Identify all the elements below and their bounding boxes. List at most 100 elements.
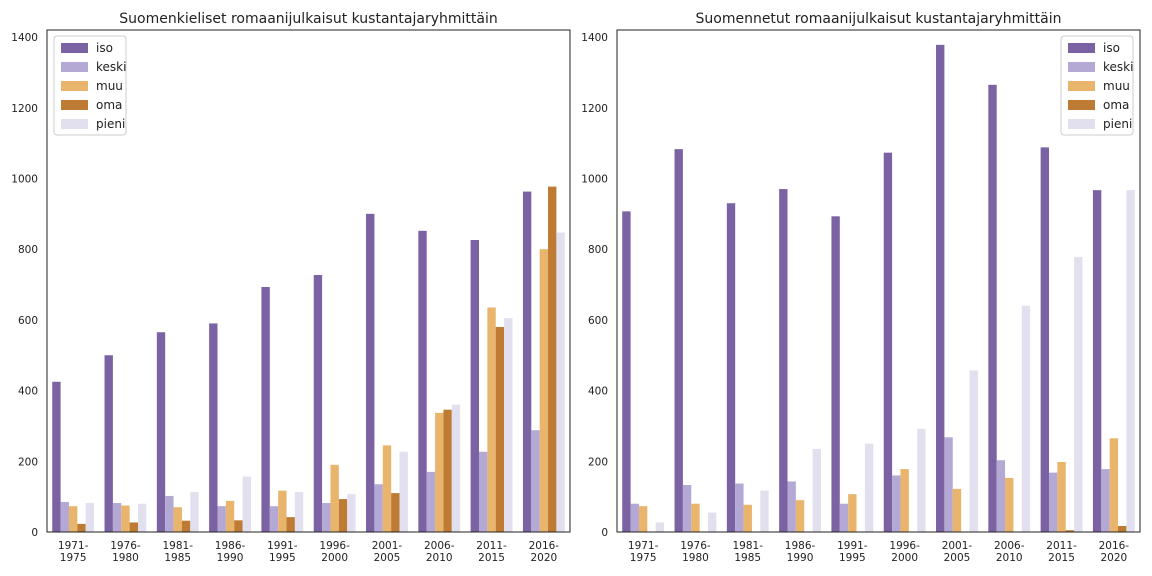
legend-swatch-oma xyxy=(61,100,88,110)
bar-iso xyxy=(156,332,166,532)
bar-pieni xyxy=(1074,256,1083,532)
legend-swatch-muu xyxy=(61,81,88,91)
plot-frame xyxy=(46,29,571,533)
bar-iso xyxy=(622,211,631,533)
bar-iso xyxy=(726,203,736,533)
bar-iso xyxy=(366,213,375,532)
bar-oma xyxy=(234,520,243,532)
bar-iso xyxy=(209,323,218,532)
bar-oma xyxy=(129,522,138,532)
bar-iso xyxy=(470,239,479,533)
legend-label-iso: iso xyxy=(96,41,113,55)
x-tick-label: 2016-2020 xyxy=(1099,540,1130,564)
bar-iso xyxy=(52,381,61,532)
bar-muu xyxy=(1057,462,1066,532)
bar-pieni xyxy=(242,476,251,532)
x-tick-label: 1971-1975 xyxy=(628,540,659,564)
y-tick-label: 0 xyxy=(31,527,38,539)
bar-muu xyxy=(225,500,235,532)
bar-oma xyxy=(1118,525,1127,532)
bar-pieni xyxy=(347,494,356,532)
bar-oma xyxy=(286,517,295,532)
legend-box xyxy=(1060,35,1134,136)
x-tick-label: 2006-2010 xyxy=(994,540,1025,564)
bar-muu xyxy=(539,249,549,532)
bar-iso xyxy=(831,216,840,532)
legend-swatch-pieni xyxy=(61,119,88,129)
bar-muu xyxy=(1109,438,1119,532)
bar-pieni xyxy=(1126,190,1135,532)
bar-pieni xyxy=(399,451,408,532)
bar-oma xyxy=(495,326,505,532)
y-tick-label: 400 xyxy=(588,386,608,398)
bar-muu xyxy=(487,307,496,532)
legend-label-oma: oma xyxy=(1103,98,1129,112)
bar-pieni xyxy=(864,443,874,532)
bar-keski xyxy=(1101,469,1110,532)
bar-muu xyxy=(743,504,752,532)
y-tick-label: 1400 xyxy=(11,32,38,44)
y-tick-label: 0 xyxy=(601,527,608,539)
y-tick-label: 200 xyxy=(588,456,608,468)
bar-muu xyxy=(848,494,857,532)
bar-muu xyxy=(795,500,805,532)
legend-label-keski: keski xyxy=(96,60,126,74)
bar-iso xyxy=(313,274,323,532)
bar-pieni xyxy=(504,318,513,532)
bar-keski xyxy=(787,481,796,532)
bar-iso xyxy=(1092,190,1102,532)
legend-swatch-keski xyxy=(1068,62,1095,72)
bar-keski xyxy=(531,430,540,532)
x-tick-label: 1981-1985 xyxy=(162,540,193,564)
x-tick-label: 2001-2005 xyxy=(372,540,403,564)
x-tick-label: 1986-1990 xyxy=(215,540,246,564)
legend-swatch-pieni xyxy=(1068,119,1095,129)
bar-pieni xyxy=(812,448,821,532)
bar-pieni xyxy=(708,512,717,532)
x-tick-label: 1981-1985 xyxy=(732,540,763,564)
bar-muu xyxy=(121,505,130,532)
bar-pieni xyxy=(655,522,665,532)
x-tick-label: 1986-1990 xyxy=(785,540,816,564)
bar-keski xyxy=(322,503,331,532)
bar-muu xyxy=(638,506,648,532)
legend-swatch-keski xyxy=(61,62,88,72)
x-tick-label: 2006-2010 xyxy=(424,540,455,564)
bar-muu xyxy=(382,445,392,532)
y-tick-label: 1200 xyxy=(581,103,608,115)
bar-muu xyxy=(173,507,182,532)
y-tick-label: 800 xyxy=(18,244,38,256)
bar-iso xyxy=(988,84,997,533)
y-tick-label: 400 xyxy=(18,386,38,398)
y-tick-label: 200 xyxy=(18,456,38,468)
bar-iso xyxy=(104,355,113,532)
x-tick-label: 2001-2005 xyxy=(942,540,973,564)
bar-pieni xyxy=(1021,305,1031,532)
bar-muu xyxy=(278,490,287,532)
legend-label-pieni: pieni xyxy=(96,117,125,131)
bar-oma xyxy=(77,523,86,532)
legend-label-keski: keski xyxy=(1103,60,1133,74)
legend-label-iso: iso xyxy=(1103,41,1120,55)
y-tick-label: 1200 xyxy=(11,103,38,115)
bar-pieni xyxy=(917,428,926,532)
x-tick-label: 1996-2000 xyxy=(319,540,350,564)
x-tick-label: 2011-2015 xyxy=(476,540,507,564)
x-tick-label: 2011-2015 xyxy=(1046,540,1077,564)
bar-iso xyxy=(261,287,270,532)
y-tick-label: 1000 xyxy=(581,173,608,185)
legend-label-pieni: pieni xyxy=(1103,117,1132,131)
bar-iso xyxy=(1040,147,1049,532)
bar-iso xyxy=(883,152,893,533)
legend-box xyxy=(53,35,127,136)
bar-keski xyxy=(479,451,488,532)
bar-oma xyxy=(391,493,400,532)
bar-keski xyxy=(217,506,226,532)
x-tick-label: 1991-1995 xyxy=(837,540,868,564)
y-tick-label: 1000 xyxy=(11,173,38,185)
legend-swatch-oma xyxy=(1068,100,1095,110)
bar-pieni xyxy=(556,232,565,532)
bar-muu xyxy=(952,488,962,532)
bar-muu xyxy=(435,412,444,532)
